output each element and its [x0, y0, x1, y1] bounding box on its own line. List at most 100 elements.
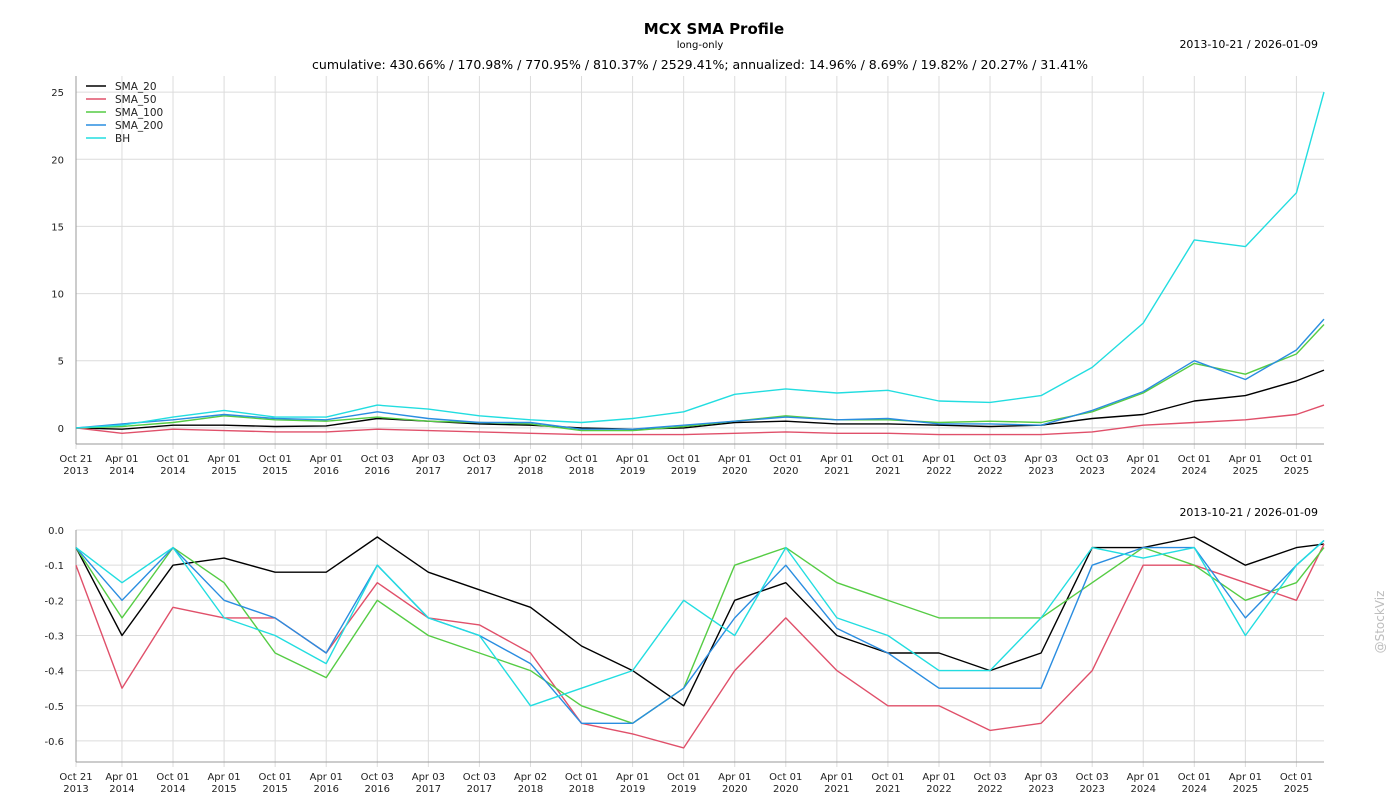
x-tick-label: Apr 01	[616, 454, 649, 465]
x-tick-label: Apr 03	[412, 454, 445, 465]
legend-label: SMA_20	[115, 81, 157, 93]
x-tick-label: Apr 01	[105, 772, 138, 783]
x-tick-label: Apr 01	[922, 454, 955, 465]
x-tick-label: Oct 01	[1280, 454, 1313, 465]
x-tick-label: Oct 01	[667, 772, 700, 783]
date-range-top: 2013-10-21 / 2026-01-09	[1179, 38, 1318, 51]
x-tick-year: 2015	[211, 466, 236, 477]
x-tick-year: 2016	[313, 784, 338, 795]
x-tick-label: Apr 03	[1025, 772, 1058, 783]
y-tick-label: -0.5	[44, 702, 64, 713]
x-tick-year: 2017	[416, 466, 441, 477]
x-tick-year: 2025	[1284, 466, 1309, 477]
chart-subtitle: long-only	[677, 40, 724, 51]
x-tick-label: Apr 01	[820, 454, 853, 465]
x-tick-year: 2022	[926, 466, 951, 477]
x-tick-year: 2016	[313, 466, 338, 477]
x-tick-label: Oct 01	[769, 772, 802, 783]
x-tick-year: 2017	[467, 466, 492, 477]
x-tick-label: Oct 01	[1178, 772, 1211, 783]
x-tick-year: 2015	[211, 784, 236, 795]
series-line-sma-50-drawdown	[75, 543, 1325, 749]
x-tick-label: Apr 02	[514, 454, 547, 465]
x-tick-year: 2015	[262, 466, 287, 477]
x-tick-year: 2014	[109, 466, 134, 477]
x-tick-year: 2025	[1233, 784, 1258, 795]
y-tick-label: 5	[58, 357, 64, 368]
y-tick-label: 10	[51, 290, 64, 301]
x-tick-year: 2018	[518, 466, 543, 477]
legend-label: BH	[115, 133, 130, 145]
x-tick-year: 2021	[875, 466, 900, 477]
x-tick-label: Oct 03	[973, 454, 1006, 465]
x-tick-label: Oct 21	[59, 454, 92, 465]
series-line-bh	[75, 91, 1325, 429]
y-tick-label: 15	[51, 222, 64, 233]
date-range-bottom: 2013-10-21 / 2026-01-09	[1179, 506, 1318, 519]
x-tick-label: Apr 02	[514, 772, 547, 783]
series-line-sma-200	[75, 318, 1325, 430]
x-tick-year: 2024	[1131, 466, 1156, 477]
x-tick-year: 2024	[1182, 466, 1207, 477]
x-tick-label: Apr 01	[207, 454, 240, 465]
x-tick-year: 2020	[722, 784, 747, 795]
legend-label: SMA_100	[115, 107, 163, 119]
x-tick-label: Oct 03	[973, 772, 1006, 783]
x-tick-label: Apr 01	[718, 772, 751, 783]
x-tick-label: Oct 01	[769, 454, 802, 465]
x-tick-year: 2019	[620, 784, 645, 795]
x-tick-year: 2017	[467, 784, 492, 795]
x-tick-year: 2018	[569, 784, 594, 795]
x-tick-label: Oct 03	[463, 454, 496, 465]
x-tick-year: 2014	[160, 784, 185, 795]
y-tick-label: 0.0	[48, 526, 64, 537]
x-tick-year: 2014	[160, 466, 185, 477]
x-tick-label: Apr 01	[1127, 454, 1160, 465]
x-tick-label: Oct 03	[1076, 772, 1109, 783]
x-tick-year: 2013	[63, 466, 88, 477]
x-tick-year: 2022	[977, 466, 1002, 477]
legend-label: SMA_200	[115, 120, 163, 132]
x-tick-label: Oct 03	[361, 772, 394, 783]
x-tick-label: Apr 01	[820, 772, 853, 783]
x-tick-label: Oct 01	[565, 454, 598, 465]
x-tick-year: 2016	[365, 784, 390, 795]
y-tick-label: -0.3	[44, 631, 64, 642]
x-tick-year: 2023	[1028, 784, 1053, 795]
x-tick-year: 2018	[569, 466, 594, 477]
stats-line: cumulative: 430.66% / 170.98% / 770.95% …	[312, 57, 1088, 72]
y-tick-label: -0.1	[44, 561, 64, 572]
x-tick-year: 2022	[977, 784, 1002, 795]
y-tick-label: 25	[51, 88, 64, 99]
x-tick-year: 2020	[722, 466, 747, 477]
x-tick-year: 2019	[671, 466, 696, 477]
x-tick-label: Oct 01	[259, 772, 292, 783]
x-tick-label: Apr 01	[310, 772, 343, 783]
x-tick-label: Apr 01	[922, 772, 955, 783]
x-tick-year: 2017	[416, 784, 441, 795]
x-tick-year: 2023	[1079, 784, 1104, 795]
x-tick-year: 2021	[875, 784, 900, 795]
x-tick-label: Apr 01	[105, 454, 138, 465]
x-tick-label: Oct 01	[565, 772, 598, 783]
x-tick-label: Oct 01	[1280, 772, 1313, 783]
x-tick-label: Apr 01	[207, 772, 240, 783]
x-tick-label: Oct 01	[871, 454, 904, 465]
x-tick-year: 2013	[63, 784, 88, 795]
x-tick-label: Apr 01	[1229, 454, 1262, 465]
y-tick-label: -0.4	[44, 667, 64, 678]
x-tick-label: Oct 03	[361, 454, 394, 465]
x-tick-label: Oct 01	[156, 772, 189, 783]
x-tick-label: Oct 01	[667, 454, 700, 465]
x-tick-year: 2024	[1131, 784, 1156, 795]
series-line-sma-20	[75, 369, 1325, 430]
x-tick-year: 2019	[671, 784, 696, 795]
x-tick-label: Oct 01	[1178, 454, 1211, 465]
x-tick-label: Oct 03	[1076, 454, 1109, 465]
x-tick-label: Apr 03	[1025, 454, 1058, 465]
x-tick-label: Oct 01	[156, 454, 189, 465]
x-tick-year: 2016	[365, 466, 390, 477]
